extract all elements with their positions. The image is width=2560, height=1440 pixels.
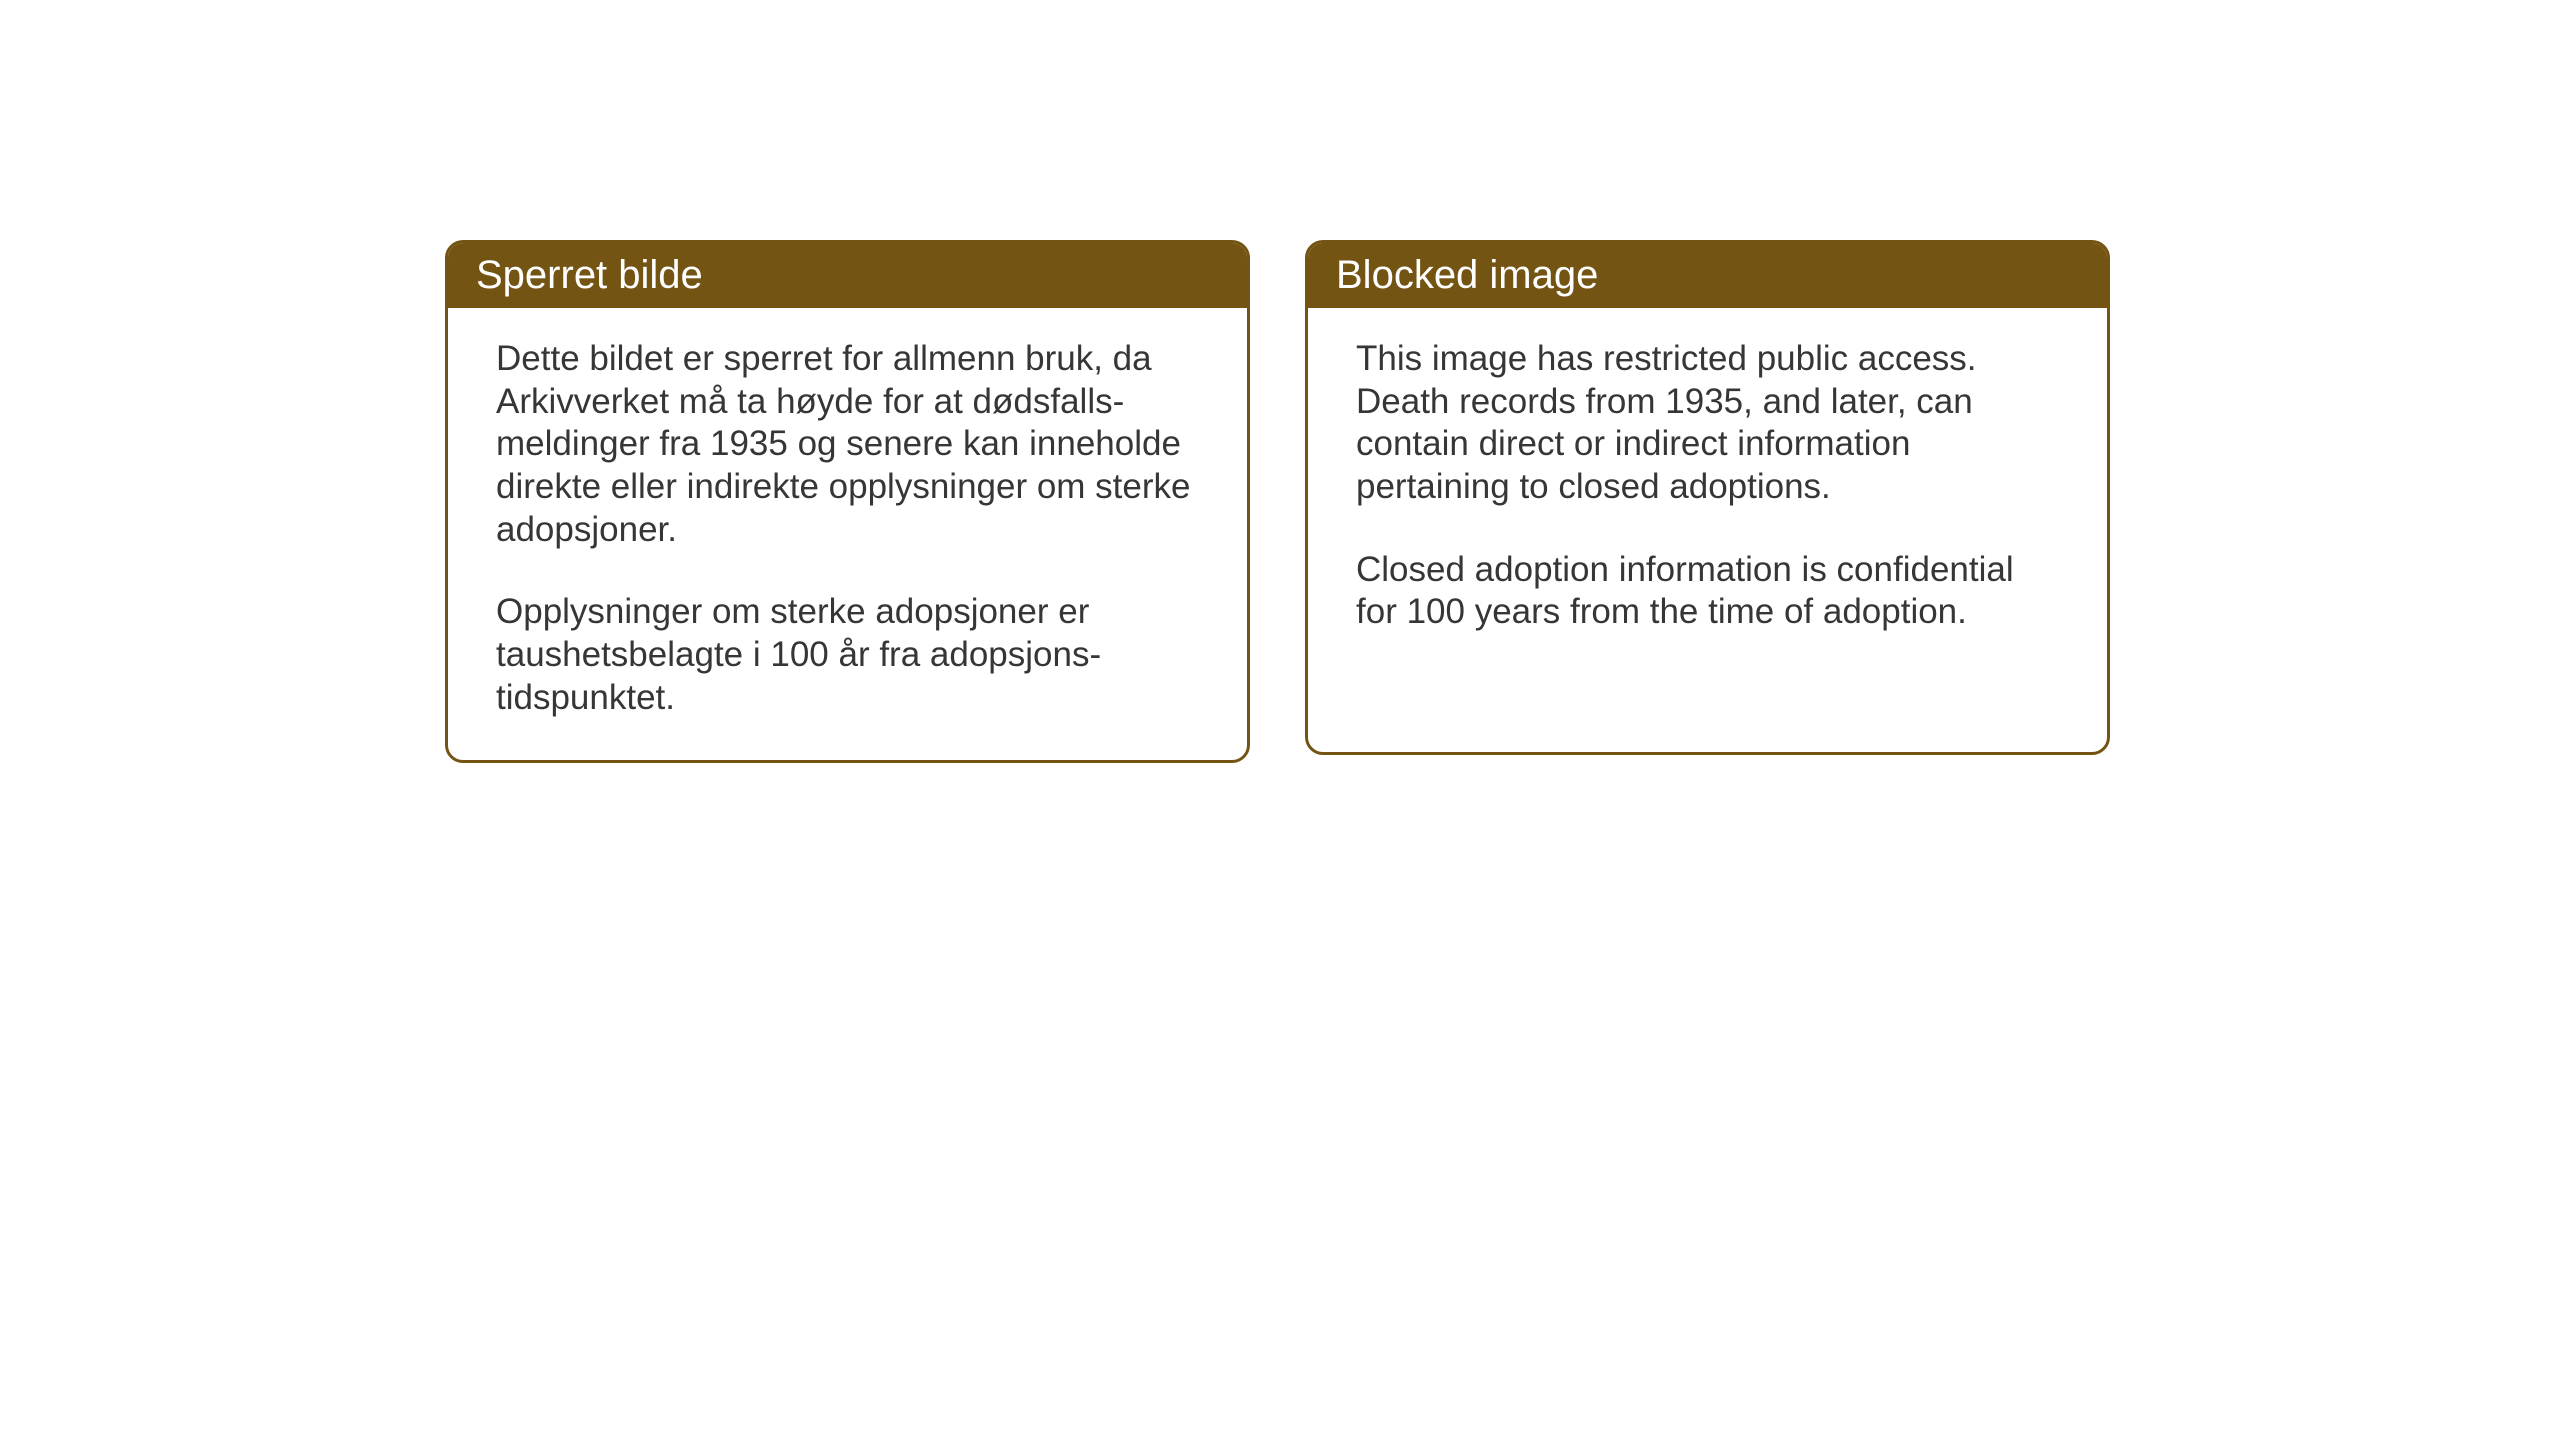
card-header-norwegian: Sperret bilde: [448, 243, 1247, 308]
card-english: Blocked image This image has restricted …: [1305, 240, 2110, 755]
card-body-english: This image has restricted public access.…: [1308, 308, 2107, 674]
card-body-norwegian: Dette bildet er sperret for allmenn bruk…: [448, 308, 1247, 760]
card-norwegian: Sperret bilde Dette bildet er sperret fo…: [445, 240, 1250, 763]
card-paragraph: Closed adoption information is confident…: [1356, 549, 2059, 634]
card-paragraph: This image has restricted public access.…: [1356, 338, 2059, 509]
card-paragraph: Opplysninger om sterke adopsjoner er tau…: [496, 591, 1199, 719]
card-paragraph: Dette bildet er sperret for allmenn bruk…: [496, 338, 1199, 551]
card-header-english: Blocked image: [1308, 243, 2107, 308]
cards-container: Sperret bilde Dette bildet er sperret fo…: [445, 240, 2110, 763]
